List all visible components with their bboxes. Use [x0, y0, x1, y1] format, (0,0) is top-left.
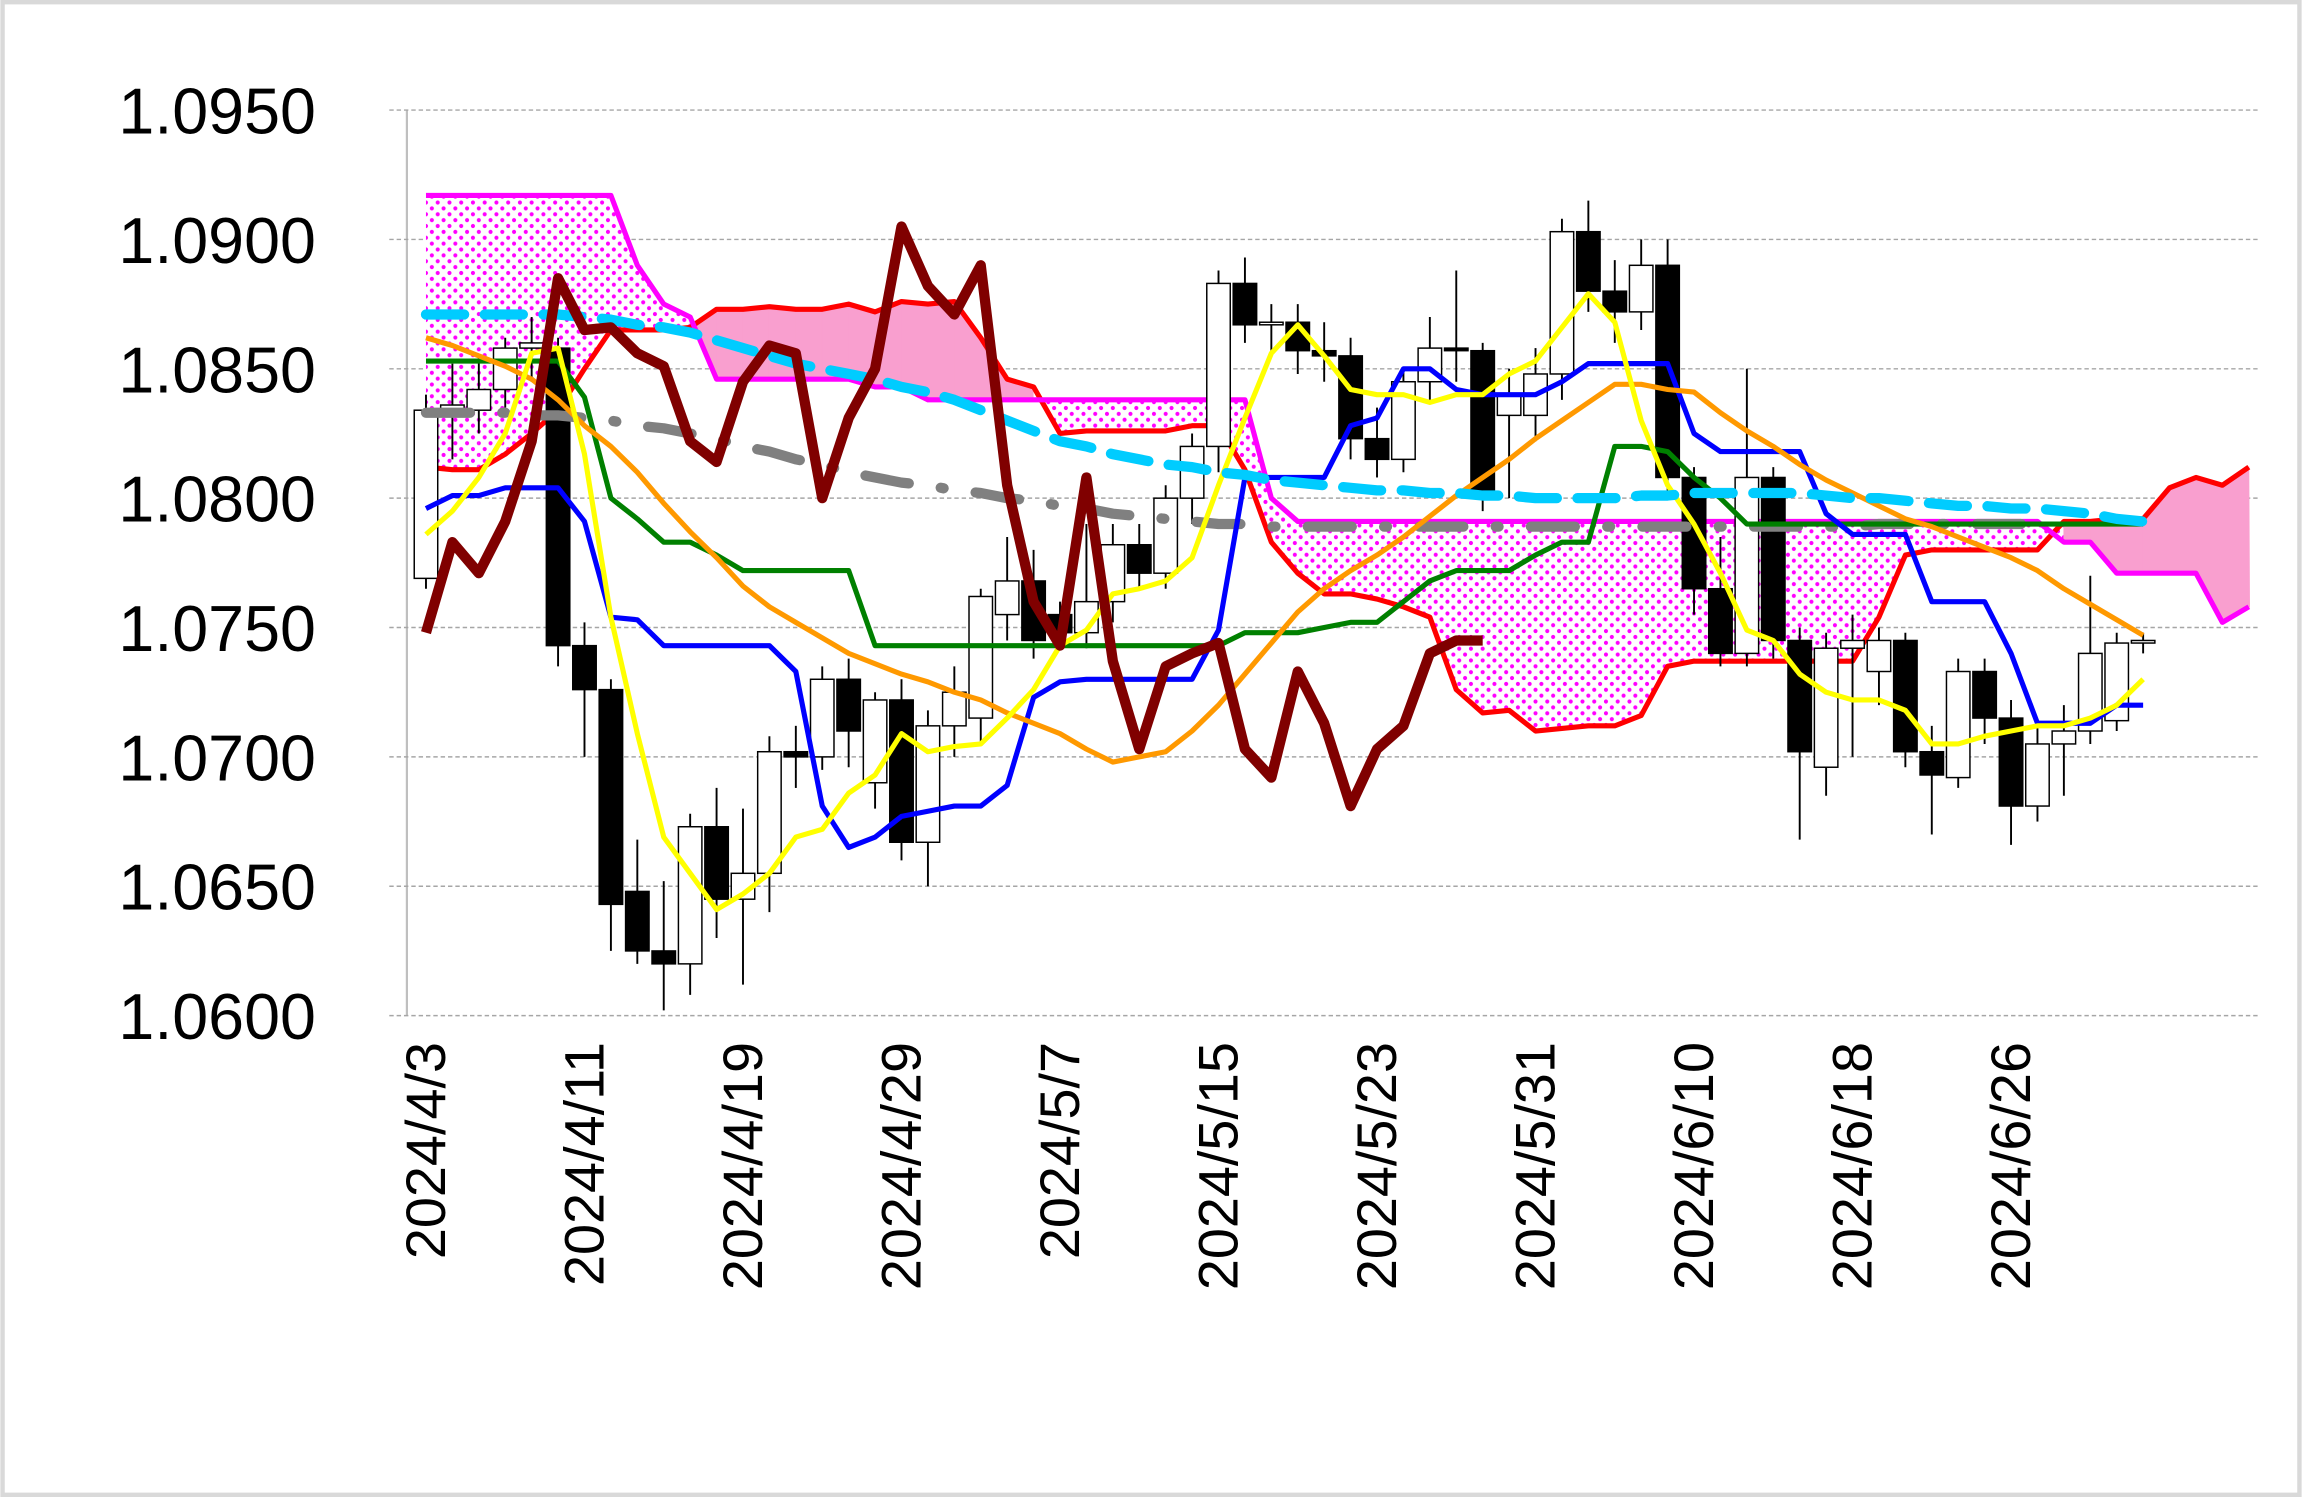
candle-body [1206, 282, 1231, 448]
line-series [420, 407, 2043, 532]
candle-body [624, 890, 650, 952]
candle-body [1760, 476, 1786, 642]
candle-body [466, 388, 492, 411]
candle-body [1655, 264, 1681, 479]
candle-body [1232, 282, 1258, 326]
cloud-segment [1826, 521, 1854, 662]
candle-body [598, 688, 624, 906]
x-tick-label: 2024/5/31 [1505, 1042, 1567, 1290]
candle-body [1840, 639, 1866, 649]
y-tick-label: 1.0650 [118, 852, 315, 924]
line-series [425, 335, 2145, 765]
candle-body [1707, 587, 1733, 655]
cloud-segment [1244, 399, 1273, 543]
candle-body [1972, 670, 1998, 719]
candle-body [572, 644, 597, 691]
candle-body [836, 678, 862, 732]
x-tick-label: 2024/6/26 [1980, 1042, 2042, 1290]
line-series [421, 221, 1483, 812]
candle-body [1153, 497, 1179, 574]
cloud-segment [1482, 521, 1510, 713]
candle-body [1443, 347, 1469, 352]
cloud-segment [1588, 521, 1616, 726]
cloud-segment [1878, 521, 1907, 618]
y-tick-label: 1.0750 [118, 593, 315, 665]
line-series [425, 298, 2251, 734]
cloud-segment [1060, 399, 1088, 434]
candle-body [2024, 743, 2050, 807]
cloud-segment [1086, 399, 1114, 431]
candle-body [1628, 264, 1654, 313]
line-series [424, 291, 2145, 913]
candle-body [651, 950, 677, 965]
cloud-segment [1535, 521, 1563, 732]
candle-body [1813, 647, 1839, 768]
x-tick-label: 2024/6/18 [1822, 1042, 1884, 1290]
candle-body [994, 580, 1020, 616]
candle-body [1945, 670, 1971, 779]
cloud-segment [1165, 399, 1193, 431]
candle-body [2130, 639, 2156, 644]
line-series [420, 309, 2149, 527]
cloud-segment [425, 195, 454, 470]
x-tick-label: 2024/4/3 [395, 1042, 457, 1259]
x-tick-label: 2024/4/19 [712, 1042, 774, 1290]
x-tick-label: 2024/5/7 [1029, 1042, 1091, 1259]
cloud-segment [1509, 521, 1537, 732]
cloud-segment [637, 265, 665, 330]
cloud-segment [2169, 476, 2198, 574]
candle-body [1998, 717, 2024, 807]
x-tick-label: 2024/5/23 [1346, 1042, 1408, 1290]
y-tick-label: 1.0900 [118, 205, 315, 277]
y-tick-label: 1.0800 [118, 464, 315, 536]
cloud-segment [478, 195, 506, 470]
candle-body [1549, 230, 1575, 375]
candle-body [1496, 393, 1522, 417]
candle-body [1364, 437, 1390, 461]
cloud-segment [452, 195, 480, 470]
candle-body [783, 750, 809, 758]
candle-body [968, 595, 994, 719]
candle-body [1787, 639, 1813, 753]
candle-body [1126, 543, 1152, 574]
cloud-segment [1377, 521, 1405, 607]
candle-body [2051, 730, 2077, 745]
candle-body [1575, 230, 1601, 292]
x-tick-label: 2024/6/10 [1663, 1042, 1725, 1290]
x-tick-label: 2024/4/11 [554, 1042, 616, 1286]
candle-body [1390, 381, 1416, 461]
y-tick-label: 1.0950 [118, 76, 315, 148]
y-tick-label: 1.0700 [118, 722, 315, 794]
candle-body [704, 826, 730, 900]
candle-body [1258, 321, 1284, 326]
candle-body [2077, 652, 2103, 732]
candle-body [1919, 750, 1945, 776]
x-tick-label: 2024/5/15 [1188, 1042, 1250, 1290]
cloud-segment [2116, 518, 2145, 574]
candle-body [1892, 639, 1918, 753]
candle-body [756, 750, 782, 875]
candle-body [1602, 290, 1628, 313]
candle-body [1866, 639, 1892, 673]
cloud-segment [610, 195, 639, 330]
cloud-segment [1456, 521, 1484, 713]
candle-body [413, 409, 439, 580]
x-tick-label: 2024/4/29 [871, 1042, 933, 1290]
y-tick-label: 1.0600 [118, 981, 315, 1053]
cloud-segment [1614, 521, 1642, 726]
cloud-segment [1112, 399, 1140, 431]
y-tick-label: 1.0850 [118, 334, 315, 406]
candle-body [1338, 355, 1364, 440]
candle-body [809, 678, 835, 758]
candle-body [677, 826, 703, 965]
cloud-segment [1561, 521, 1590, 729]
cloud-segment [2221, 466, 2250, 624]
cloud-segment [1641, 521, 1669, 716]
candle-body [519, 342, 545, 349]
cloud-segment [1799, 521, 1827, 662]
cloud-segment [1139, 399, 1167, 431]
